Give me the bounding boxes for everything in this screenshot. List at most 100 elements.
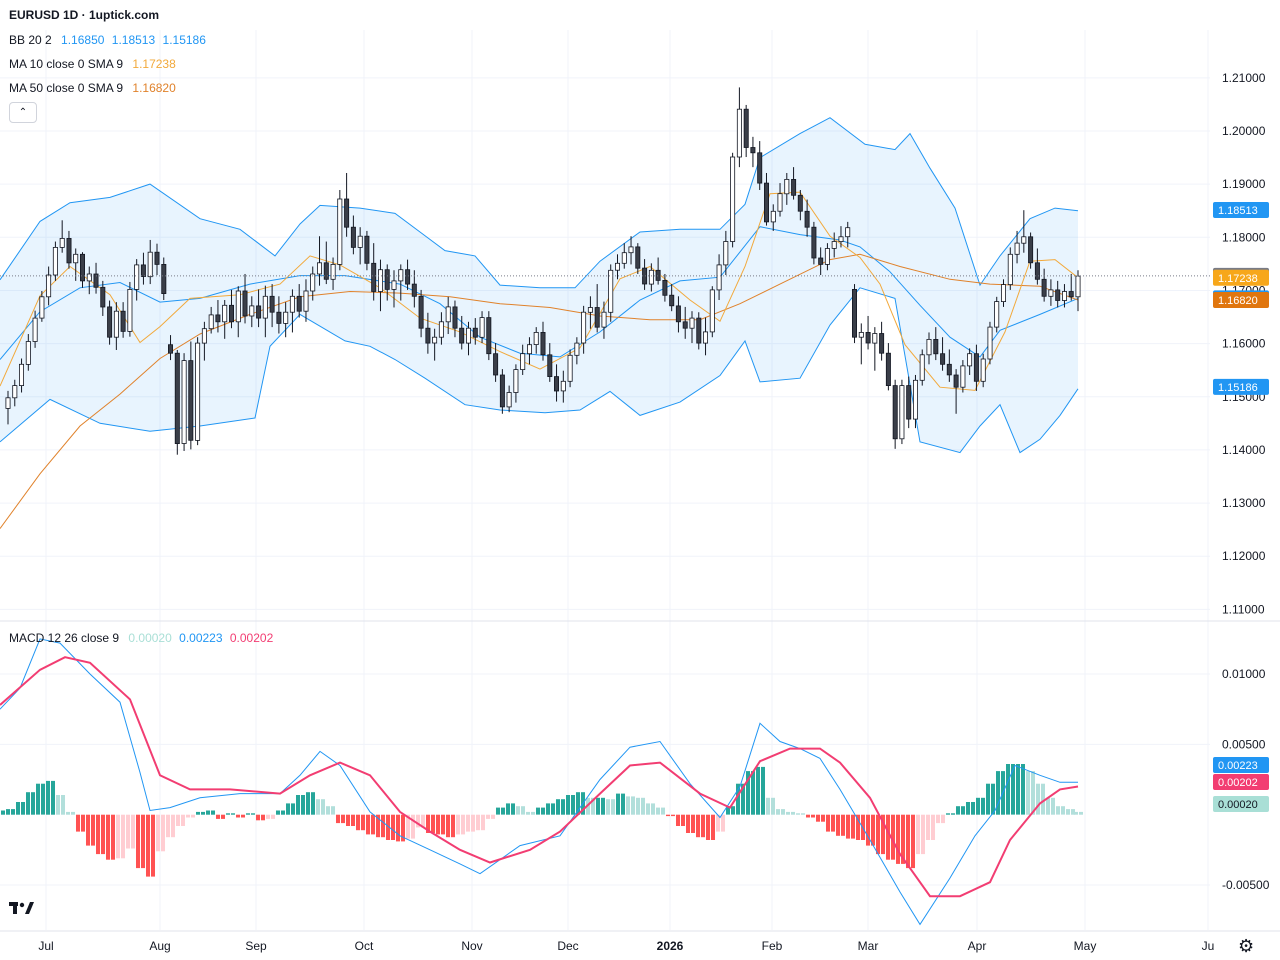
macd-hist-bar (901, 814, 905, 864)
macd-hist-bar (141, 814, 145, 869)
legend-macd[interactable]: MACD 12 26 close 9 0.00020 0.00223 0.002… (9, 631, 273, 645)
candle-body (411, 283, 417, 297)
macd-hist-bar (121, 814, 125, 859)
macd-hist-bar (221, 814, 225, 819)
macd-hist-bar (601, 797, 605, 815)
candle-body (161, 263, 167, 294)
macd-hist-bar (81, 814, 85, 832)
candle-body (113, 310, 119, 338)
macd-hist-bar (346, 814, 350, 826)
price-tag-text: 1.15186 (1218, 382, 1258, 394)
macd-hist-bar (551, 803, 555, 815)
candle-body (1028, 236, 1034, 264)
price-axis-label: 1.21000 (1222, 71, 1266, 85)
legend-ma10-value: 1.17238 (132, 57, 176, 71)
legend-bb-name: BB 20 2 (9, 33, 52, 47)
macd-hist-bar (966, 802, 970, 815)
macd-hist-bar (156, 814, 160, 852)
candle-body (249, 305, 255, 317)
macd-hist-bar (331, 806, 335, 815)
macd-tag-text: 0.00202 (1218, 777, 1258, 789)
macd-hist-bar (376, 814, 380, 838)
candle-body (215, 314, 221, 323)
macd-hist-bar (701, 814, 705, 838)
candle-body (811, 226, 817, 259)
macd-hist-bar (626, 796, 630, 815)
macd-hist-bar (126, 814, 130, 849)
macd-hist-bar (791, 811, 795, 815)
gear-icon[interactable]: ⚙ (1238, 936, 1255, 956)
candle-body (716, 264, 722, 291)
macd-hist-bar (711, 814, 715, 840)
macd-hist-bar (226, 813, 230, 815)
legend-ma10[interactable]: MA 10 close 0 SMA 9 1.17238 (9, 57, 176, 71)
candle-body (276, 311, 282, 324)
candle-body (662, 279, 668, 296)
macd-hist-bar (21, 802, 25, 815)
macd-hist-bar (1021, 764, 1025, 815)
macd-hist-bar (821, 814, 825, 822)
candle-body (5, 397, 11, 409)
macd-hist-bar (106, 814, 110, 860)
candle-body (621, 252, 627, 264)
macd-hist-bar (806, 814, 810, 818)
candle-body (906, 385, 912, 420)
price-axis-label: 1.20000 (1222, 124, 1266, 138)
macd-hist-bar (1079, 811, 1083, 815)
candle-body (323, 262, 329, 280)
candle-body (953, 374, 959, 388)
macd-hist-bar (301, 795, 305, 815)
macd-hist-bar (681, 814, 685, 826)
macd-hist-bar (276, 810, 280, 815)
macd-hist-bar (151, 814, 155, 877)
tradingview-logo-icon[interactable] (8, 898, 40, 924)
legend-bb[interactable]: BB 20 2 1.16850 1.18513 1.15186 (9, 33, 206, 47)
candle-body (709, 289, 715, 333)
ma50-line (0, 253, 1079, 529)
macd-hist-bar (706, 814, 710, 840)
candle-body (445, 306, 451, 323)
macd-hist-bar (956, 806, 960, 815)
price-tag-text: 1.18513 (1218, 205, 1258, 217)
macd-hist-bar (371, 814, 375, 835)
macd-hist-bar (641, 797, 645, 815)
macd-hist-bar (606, 799, 610, 815)
macd-hist-bar (456, 814, 460, 835)
candle-body (1007, 253, 1013, 286)
macd-hist-bar (576, 792, 580, 815)
candle-body (242, 290, 248, 317)
candles (5, 87, 1081, 455)
candle-body (377, 269, 383, 292)
legend-ma50[interactable]: MA 50 close 0 SMA 9 1.16820 (9, 81, 176, 95)
macd-hist-bar (251, 813, 255, 815)
candle-body (940, 353, 946, 365)
macd-hist-bar (976, 797, 980, 815)
price-tag-bg (1213, 202, 1269, 218)
legend-ma10-name: MA 10 close 0 SMA 9 (9, 57, 124, 71)
macd-hist-bar (786, 811, 790, 815)
macd-hist-bar (636, 797, 640, 815)
candle-body (946, 363, 952, 376)
macd-hist-bar (1011, 764, 1015, 815)
macd-hist-bar (471, 814, 475, 832)
candle-body (289, 295, 295, 313)
collapse-legend-button[interactable]: ⌃ (9, 102, 37, 123)
macd-hist-bar (236, 814, 240, 818)
macd-hist-bar (721, 814, 725, 832)
candle-body (567, 354, 573, 382)
macd-hist-bar (271, 814, 275, 819)
macd-hist-bar (751, 771, 755, 815)
macd-axis-label: -0.00500 (1222, 878, 1270, 892)
bb-fill (0, 117, 1078, 453)
candle-body (831, 241, 837, 249)
macd-hist-bar (741, 783, 745, 815)
candle-body (743, 108, 749, 148)
macd-hist-bar (696, 814, 700, 838)
candle-body (337, 198, 343, 265)
macd-hist-bar (1036, 783, 1040, 815)
macd-hist-bar (306, 792, 310, 815)
candle-body (980, 358, 986, 382)
bb-lower-line (0, 287, 1079, 454)
macd-axis-label: 0.00500 (1222, 737, 1266, 751)
